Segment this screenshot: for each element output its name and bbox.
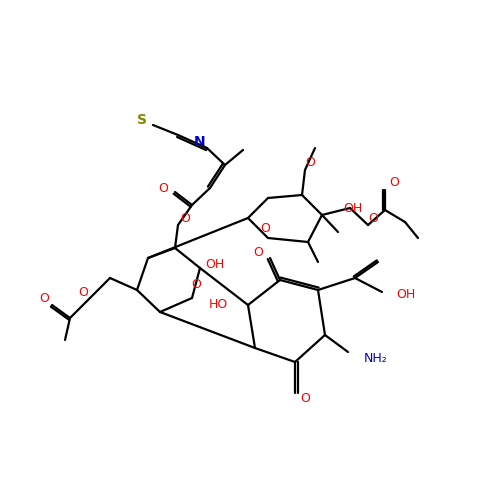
Text: O: O bbox=[180, 212, 190, 224]
Text: O: O bbox=[300, 392, 310, 404]
Text: OH: OH bbox=[396, 288, 415, 302]
Text: O: O bbox=[368, 212, 378, 224]
Text: O: O bbox=[78, 286, 88, 298]
Text: O: O bbox=[389, 176, 399, 190]
Text: O: O bbox=[305, 156, 315, 170]
Text: N: N bbox=[194, 135, 206, 149]
Text: O: O bbox=[253, 246, 263, 258]
Text: O: O bbox=[39, 292, 49, 304]
Text: OH: OH bbox=[206, 258, 225, 272]
Text: NH₂: NH₂ bbox=[364, 352, 388, 364]
Text: S: S bbox=[137, 113, 147, 127]
Text: O: O bbox=[260, 222, 270, 234]
Text: HO: HO bbox=[208, 298, 228, 312]
Text: O: O bbox=[158, 182, 168, 194]
Text: O: O bbox=[191, 278, 201, 291]
Text: OH: OH bbox=[343, 202, 362, 214]
